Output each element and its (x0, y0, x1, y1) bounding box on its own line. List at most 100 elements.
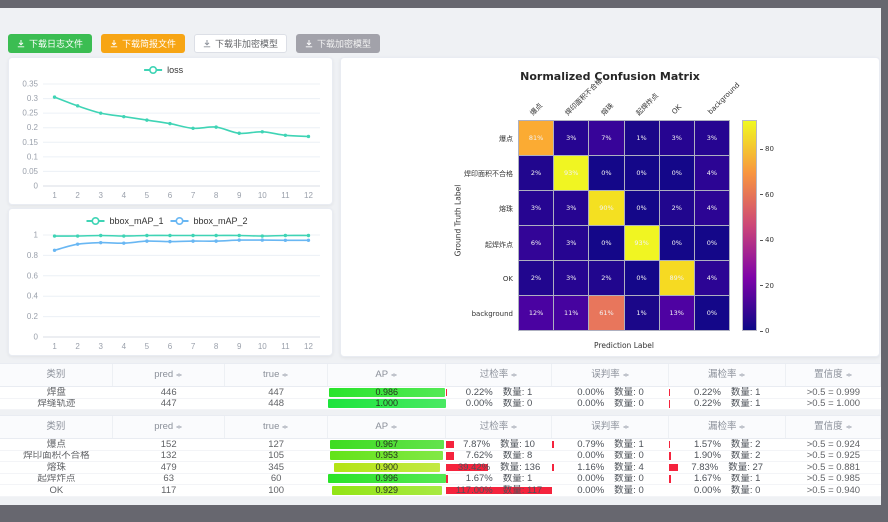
column-header-漏检率[interactable]: 漏检率 (669, 416, 786, 438)
matrix-cell: 4% (694, 191, 729, 225)
ap-cell: 0.929 (328, 485, 446, 496)
column-header-pred[interactable]: pred (113, 416, 225, 438)
rate-text: 1.67% 数量: 1 (465, 473, 533, 484)
matrix-row-label: 爆点 (499, 135, 513, 143)
rate-bar (668, 452, 671, 460)
column-header-置信度[interactable]: 置信度 (786, 416, 881, 438)
svg-text:0.05: 0.05 (22, 167, 38, 176)
svg-text:1: 1 (34, 231, 39, 240)
sort-caret-icon[interactable] (510, 370, 518, 380)
sort-caret-icon[interactable] (738, 422, 746, 432)
column-header-label: 过检率 (479, 421, 509, 433)
matrix-column-label: 起焊炸点 (634, 91, 660, 118)
download-plain-model-button[interactable]: 下载非加密模型 (194, 34, 288, 53)
svg-text:12: 12 (304, 191, 313, 200)
column-header-true[interactable]: true (225, 416, 328, 438)
ap-cell: 0.967 (328, 439, 446, 450)
confusion-matrix-xlabel: Prediction Label (594, 341, 654, 350)
svg-text:12: 12 (304, 342, 313, 351)
table-row: 焊盘 446 447 0.986 0.22% 数量: 1 0.00% 数量: 0 0.22% 数量… (0, 387, 881, 399)
ap-cell: 0.986 (328, 387, 446, 398)
matrix-cell: 2% (519, 156, 554, 190)
svg-text:0.2: 0.2 (27, 312, 39, 321)
matrix-row-label: 焊印面积不合格 (464, 170, 513, 179)
rate-bar (445, 486, 553, 494)
table-header-row: 类别 pred true AP 过检率 误判率 漏检率 置信度 (0, 415, 881, 439)
column-header-误判率[interactable]: 误判率 (552, 364, 669, 386)
confusion-matrix-ylabel: Ground Truth Label (453, 184, 463, 257)
column-header-过检率[interactable]: 过检率 (446, 416, 553, 438)
download-report-button[interactable]: 下载简报文件 (101, 34, 186, 53)
column-header-漏检率[interactable]: 漏检率 (669, 364, 786, 386)
column-header-pred[interactable]: pred (113, 364, 225, 386)
column-header-置信度[interactable]: 置信度 (786, 364, 881, 386)
sort-caret-icon[interactable] (622, 422, 629, 432)
ap-bar: 0.996 (327, 474, 446, 484)
pred-count-cell: 446 (160, 387, 177, 398)
rate-bar (552, 463, 554, 471)
column-header-过检率[interactable]: 过检率 (446, 364, 553, 386)
column-header-label: true (262, 421, 280, 433)
matrix-column-label: OK (670, 103, 684, 116)
class-name-cell: 焊盘 (46, 387, 66, 398)
confidence-cell: >0.5 = 0.881 (806, 462, 861, 473)
sort-caret-icon[interactable] (510, 422, 518, 432)
download-encrypted-model-button[interactable]: 下载加密模型 (296, 34, 381, 53)
miss-rate-cell: 1.90% 数量: 2 (668, 451, 786, 462)
matrix-cell: 0% (624, 191, 659, 225)
download-log-button[interactable]: 下载日志文件 (8, 34, 93, 53)
matrix-cell: 81% (519, 121, 554, 155)
sort-caret-icon[interactable] (175, 422, 183, 432)
confidence-cell: >0.5 = 0.999 (806, 387, 861, 398)
rate-text: 1.57% 数量: 2 (693, 439, 761, 450)
true-count-cell: 345 (268, 462, 285, 473)
column-header-label: pred (154, 369, 174, 381)
sort-caret-icon[interactable] (281, 422, 289, 432)
matrix-cell: 3% (519, 191, 554, 225)
true-count-cell: 448 (268, 398, 285, 409)
button-label: 下载加密模型 (317, 39, 372, 49)
confidence-cell: >0.5 = 1.000 (806, 398, 861, 409)
column-header-AP[interactable]: AP (328, 416, 446, 438)
rate-text: 39.42% 数量: 136 (457, 462, 541, 473)
svg-text:0: 0 (34, 182, 39, 191)
column-header-类别: 类别 (0, 364, 113, 386)
svg-text:5: 5 (145, 191, 150, 200)
sort-caret-icon[interactable] (738, 370, 746, 380)
miss-rate-cell: 7.83% 数量: 27 (668, 462, 786, 473)
column-header-AP[interactable]: AP (328, 364, 446, 386)
rate-text: 117.00% 数量: 117 (455, 485, 543, 496)
svg-text:0.1: 0.1 (27, 152, 39, 161)
matrix-cell: 93% (624, 226, 659, 260)
sort-caret-icon[interactable] (845, 370, 852, 380)
ap-bar: 0.986 (328, 387, 445, 397)
miss-rate-cell: 0.00% 数量: 0 (669, 485, 786, 496)
matrix-cell: 1% (624, 121, 659, 155)
column-header-label: AP (375, 369, 389, 381)
sort-caret-icon[interactable] (390, 370, 398, 380)
rate-bar (445, 452, 454, 460)
rate-text: 1.67% 数量: 1 (693, 473, 761, 484)
svg-text:11: 11 (281, 191, 290, 200)
sort-caret-icon[interactable] (390, 422, 398, 432)
table-row: 焊缝轨迹 447 448 1.000 0.00% 数量: 0 0.00% 数量: 0 0.22%… (0, 398, 881, 410)
svg-text:bbox_mAP_1: bbox_mAP_1 (110, 216, 164, 226)
matrix-cell: 0% (694, 296, 729, 330)
sort-caret-icon[interactable] (845, 422, 852, 432)
miss-rate-cell: 0.22% 数量: 1 (668, 399, 786, 410)
sort-caret-icon[interactable] (622, 370, 629, 380)
column-header-误判率[interactable]: 误判率 (552, 416, 669, 438)
sort-caret-icon[interactable] (175, 370, 183, 380)
rate-bar (552, 440, 554, 448)
svg-text:10: 10 (258, 191, 267, 200)
svg-text:loss: loss (167, 65, 184, 75)
matrix-column-label: background (705, 81, 741, 116)
colorbar (742, 120, 757, 331)
rate-text: 0.00% 数量: 0 (577, 387, 644, 398)
matrix-cell: 0% (694, 226, 729, 260)
column-header-true[interactable]: true (225, 364, 328, 386)
true-count-cell: 60 (270, 473, 282, 484)
sort-caret-icon[interactable] (281, 370, 289, 380)
svg-text:10: 10 (258, 342, 267, 351)
rate-text: 0.00% 数量: 0 (577, 450, 644, 461)
